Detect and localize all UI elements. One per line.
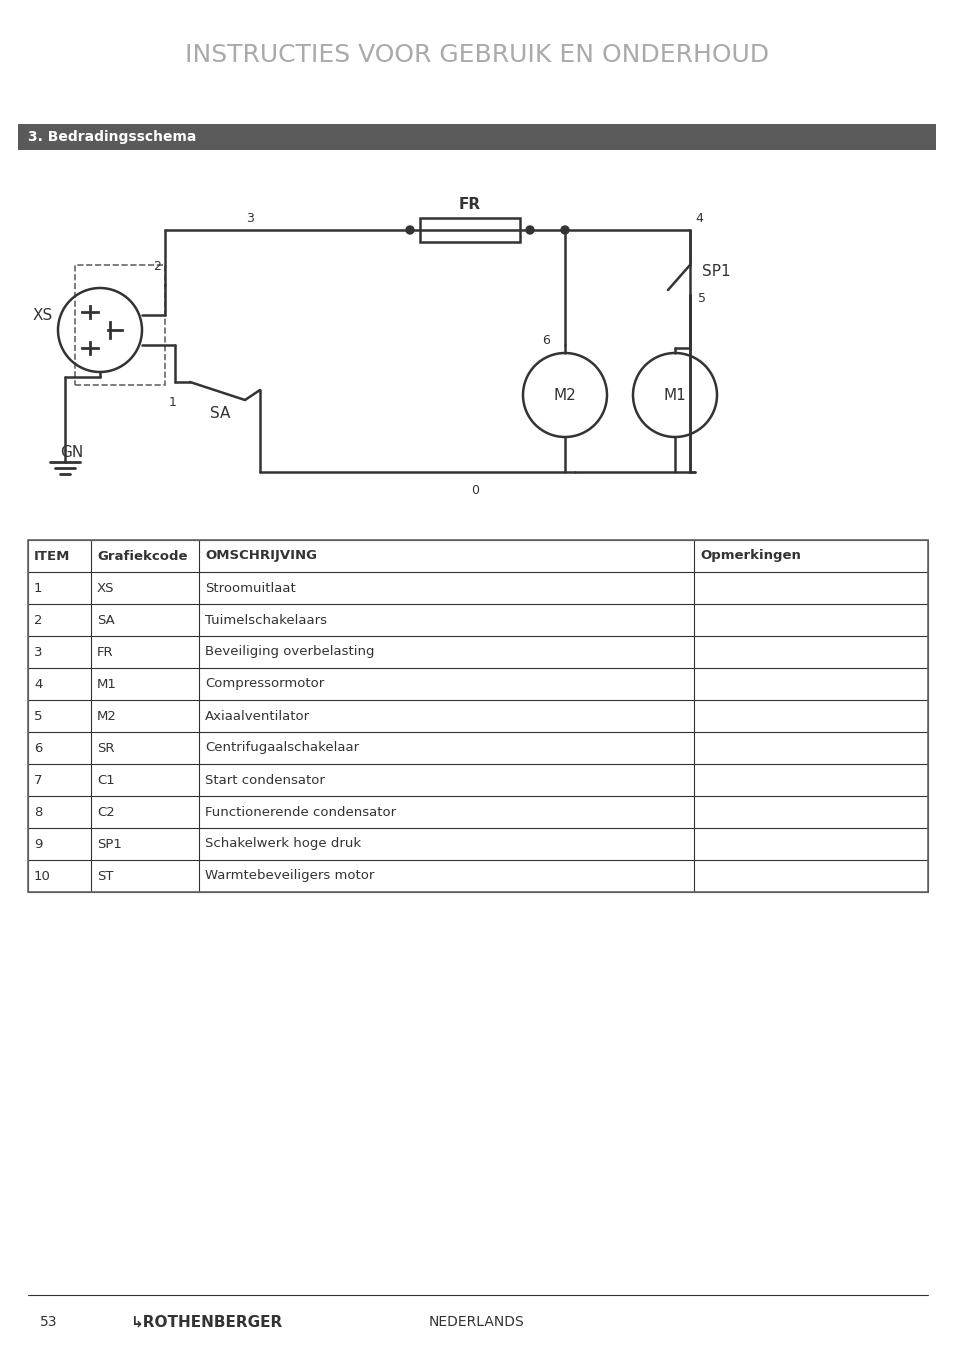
Text: SP1: SP1 [97,837,122,850]
Text: FR: FR [458,197,480,212]
Text: 0: 0 [471,485,478,497]
Text: M2: M2 [97,710,117,722]
Text: SR: SR [97,741,114,755]
Text: 8: 8 [34,806,42,818]
Text: XS: XS [32,308,53,323]
Text: 5: 5 [34,710,43,722]
Text: 3: 3 [34,645,43,659]
Circle shape [560,225,568,234]
Text: FR: FR [97,645,113,659]
Text: 4: 4 [34,678,42,690]
Text: Schakelwerk hoge druk: Schakelwerk hoge druk [205,837,361,850]
Text: 10: 10 [34,869,51,883]
Text: 5: 5 [698,292,705,305]
Text: INSTRUCTIES VOOR GEBRUIK EN ONDERHOUD: INSTRUCTIES VOOR GEBRUIK EN ONDERHOUD [185,43,768,68]
Text: 1: 1 [169,396,176,409]
Text: ST: ST [97,869,113,883]
Text: 2: 2 [152,261,161,273]
Bar [75,265,165,385]
Text: Centrifugaalschakelaar: Centrifugaalschakelaar [205,741,358,755]
Text: Axiaalventilator: Axiaalventilator [205,710,310,722]
Text: 3: 3 [246,212,253,225]
Text: 6: 6 [541,333,550,347]
Text: Start condensator: Start condensator [205,774,325,787]
Text: M1: M1 [97,678,117,690]
Bar [18,124,935,150]
Circle shape [525,225,534,234]
Bar [28,540,927,892]
Text: C2: C2 [97,806,114,818]
Text: C1: C1 [97,774,114,787]
Bar [419,217,519,242]
Text: SA: SA [210,406,230,421]
Text: 7: 7 [34,774,43,787]
Text: 2: 2 [34,613,43,626]
Text: Opmerkingen: Opmerkingen [700,549,800,563]
Text: Functionerende condensator: Functionerende condensator [205,806,395,818]
Text: GN: GN [60,446,83,460]
Text: OMSCHRIJVING: OMSCHRIJVING [205,549,316,563]
Text: 53: 53 [40,1315,57,1328]
Text: SA: SA [97,613,114,626]
Text: Beveiliging overbelasting: Beveiliging overbelasting [205,645,375,659]
Circle shape [406,225,414,234]
Text: NEDERLANDS: NEDERLANDS [429,1315,524,1328]
Text: 6: 6 [34,741,42,755]
Text: Stroomuitlaat: Stroomuitlaat [205,582,295,594]
Text: M1: M1 [663,387,685,402]
Text: XS: XS [97,582,114,594]
Text: M2: M2 [553,387,576,402]
Text: 1: 1 [34,582,43,594]
Text: ITEM: ITEM [34,549,71,563]
Text: Tuimelschakelaars: Tuimelschakelaars [205,613,327,626]
Text: Compressormotor: Compressormotor [205,678,324,690]
Text: 9: 9 [34,837,42,850]
Text: Warmtebeveiligers motor: Warmtebeveiligers motor [205,869,374,883]
Text: Grafiekcode: Grafiekcode [97,549,188,563]
Text: 4: 4 [695,212,702,225]
Text: ↳ROTHENBERGER: ↳ROTHENBERGER [130,1315,282,1330]
Text: SP1: SP1 [701,265,730,279]
Text: 3. Bedradingsschema: 3. Bedradingsschema [28,130,196,144]
